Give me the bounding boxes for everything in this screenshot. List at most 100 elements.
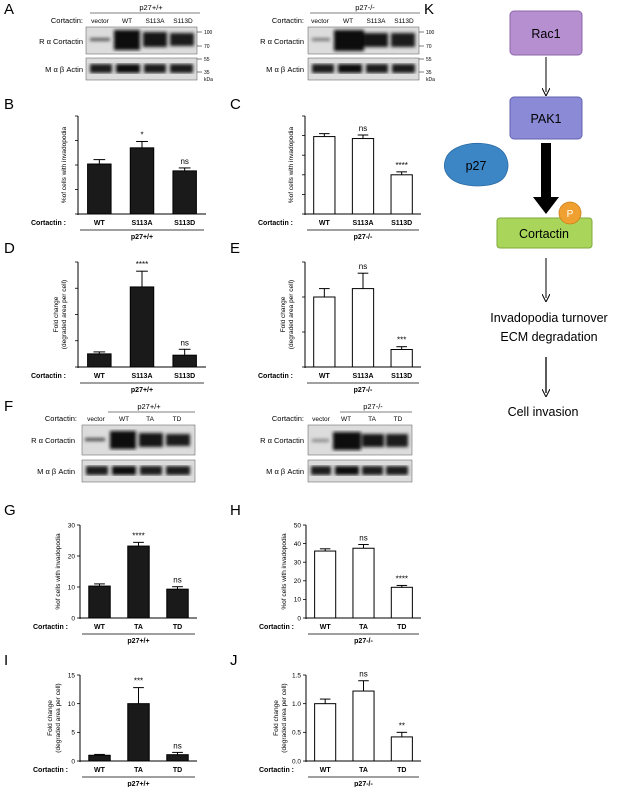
chart-b: %of cells with invadopodia WT * S113A ns S113… [31,115,206,241]
chart-h: 0 10 20 30 40 50 %of cells with invadopodia WT n… [259,522,421,645]
y-tick-label: 10 [68,584,76,591]
y-tick-label: 1.0 [292,701,301,708]
panel-letter-c: C [230,96,241,113]
significance-label: ns [180,338,188,347]
genotype-label: p27+/+ [127,781,149,787]
y-tick-label: 20 [294,578,302,585]
rac1-label: Rac1 [531,27,560,41]
svg-text:kDa: kDa [426,77,435,83]
y-tick-label: 20 [68,553,76,560]
cortactin-label: Cortactin : [31,220,66,227]
blot-genotype: p27-/- [355,3,375,12]
blot-f-left: p27+/+ Cortactin: vector WT TA TD R α Co… [31,402,196,483]
bar [390,586,413,619]
bar [87,353,112,368]
panel-letter-f: F [4,398,13,415]
cortactin-label: Cortactin : [31,373,66,380]
bar [313,136,336,215]
y-tick-label: 10 [294,597,302,604]
blot-header: Cortactin: [272,414,304,423]
category-label: WT [94,624,106,631]
category-label: TD [173,624,182,631]
svg-text:70: 70 [204,44,210,50]
blot-genotype: p27-/- [363,402,383,411]
blot-header: Cortactin: [45,414,77,423]
cortactin-label: Cortactin : [33,767,68,774]
lane-label: TD [173,416,182,423]
blot-row-label: R α Cortactin [31,436,75,445]
lane-label: vector [312,416,331,423]
blot-genotype: p27+/+ [137,402,161,411]
blot-membrane-bottom [307,459,413,483]
lane-label: S113A [145,18,165,25]
bar [352,690,375,762]
significance-label: ns [359,262,367,271]
category-label: WT [320,767,332,774]
category-label: WT [319,220,331,227]
svg-text:kDa: kDa [204,77,213,83]
significance-label: ns [359,534,367,543]
panel-letter-e: E [230,240,240,257]
bar [351,288,375,368]
y-tick-label: 0 [71,615,75,622]
blot-row-label: R α Cortactin [260,37,304,46]
category-label: S113D [391,373,412,380]
lane-label: S113D [173,18,193,25]
category-label: S113D [174,220,195,227]
significance-label: * [140,130,143,139]
y-axis-label: (degraded area per cell) [281,683,288,752]
y-axis-label: %of cells with invadopodia [281,533,288,610]
mw-markers: 100 70 55 35 kDa [419,30,435,83]
y-tick-label: 30 [294,560,302,567]
genotype-label: p27+/+ [131,234,153,241]
outcome1-line2: ECM degradation [500,330,597,344]
lane-label: S113A [366,18,386,25]
category-label: WT [319,373,331,380]
svg-text:55: 55 [204,57,210,63]
cortactin-label: Cortactin : [258,220,293,227]
blot-a-right: p27-/- Cortactin: vector WT S113A S113D … [260,3,435,83]
category-label: TA [134,767,143,774]
category-label: TA [359,624,368,631]
genotype-label: p27-/- [354,781,373,787]
y-axis-label: Fold change [47,700,54,736]
significance-label: **** [395,161,407,170]
cortactin-box [496,217,593,249]
significance-label: *** [397,336,406,345]
significance-label: ** [399,721,405,730]
bar-charts: %of cells with invadopodia WT * S113A ns S113… [31,115,421,787]
outcome1-line1: Invadopodia turnover [490,311,607,325]
category-label: S113D [174,373,195,380]
chart-d: Fold change (degraded area per cell) WT ***… [31,260,206,394]
blot-row-label: R α Cortactin [39,37,83,46]
panel-letter-d: D [4,240,15,257]
genotype-label: p27+/+ [127,638,149,645]
y-axis-label: (degraded area per cell) [55,683,62,752]
blot-row-label: R α Cortactin [260,436,304,445]
blot-genotype: p27+/+ [139,3,163,12]
significance-label: ns [180,157,188,166]
blot-f-right: p27-/- Cortactin: vector WT TA TD R α Co… [260,402,413,483]
lane-label: vector [91,18,110,25]
significance-label: *** [134,677,143,686]
y-axis-label: %of cells with invadopodia [288,127,295,204]
category-label: WT [94,373,106,380]
category-label: WT [94,767,106,774]
lane-label: WT [119,416,129,423]
bar [352,547,375,619]
bar [314,703,337,762]
category-label: TA [359,767,368,774]
svg-text:35: 35 [426,70,432,76]
category-label: S113A [131,220,152,227]
pak1-label: PAK1 [530,112,561,126]
panel-letter-g: G [4,502,16,519]
y-tick-label: 1.5 [292,672,301,679]
chart-j: 0.0 0.5 1.0 1.5 Fold change (degraded area pe… [259,670,421,787]
cortactin-label: Cortactin [519,227,569,241]
blot-membrane-bottom [307,57,420,81]
arrow-pak1-cortactin [533,143,559,214]
y-tick-label: 0.5 [292,730,301,737]
bar [166,588,189,619]
svg-text:100: 100 [426,30,435,36]
